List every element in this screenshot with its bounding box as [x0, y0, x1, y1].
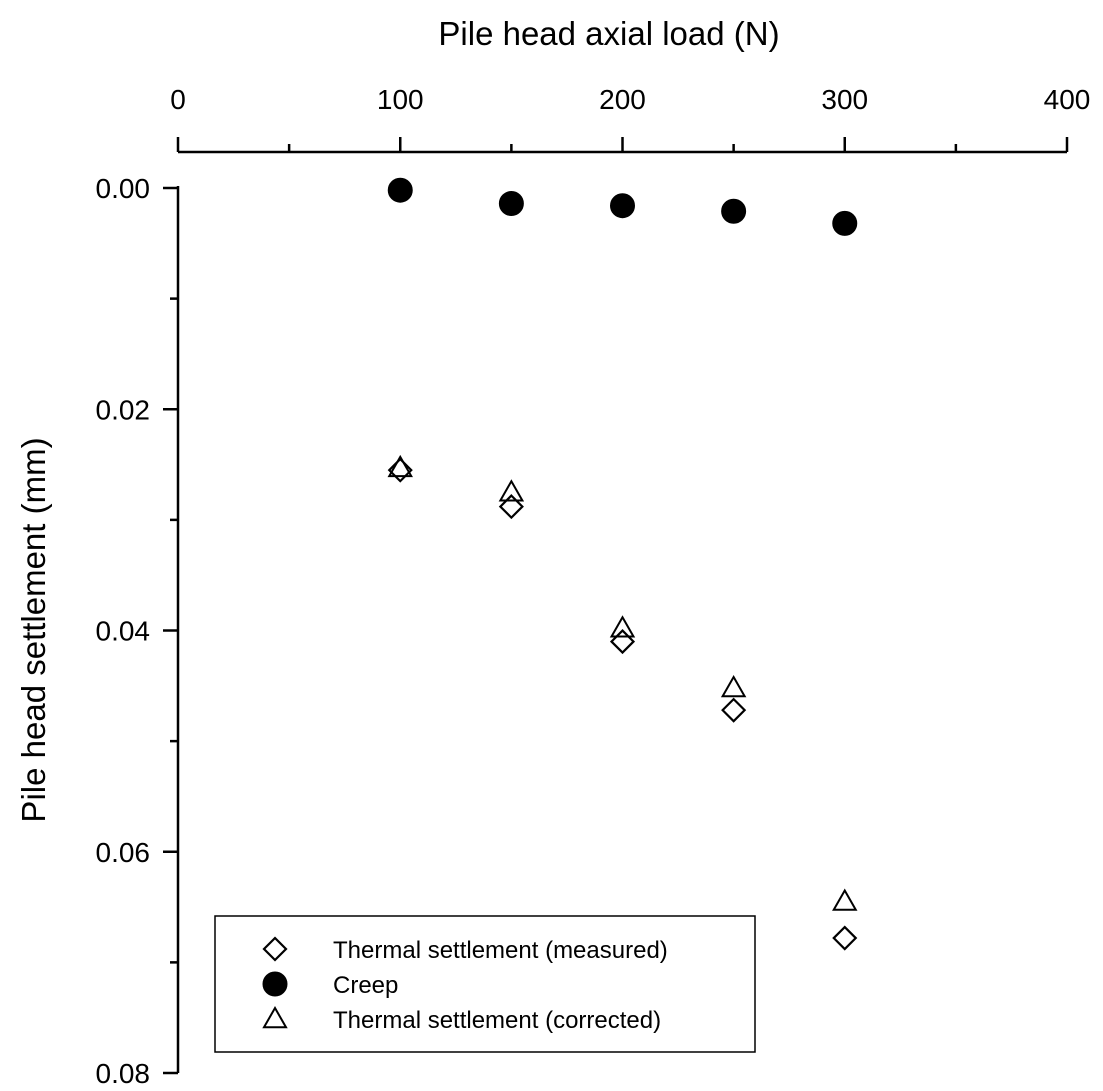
legend-box	[214, 915, 756, 1053]
measured-point	[721, 697, 747, 723]
x-axis-title: Pile head axial load (N)	[438, 15, 779, 52]
y-tick-label: 0.00	[96, 173, 151, 204]
corrected-point	[720, 675, 747, 698]
x-tick-label: 100	[377, 84, 424, 115]
x-ticks: 0 100 200 300 400	[170, 84, 1090, 152]
x-tick-label: 200	[599, 84, 646, 115]
creep-point	[387, 177, 413, 203]
legend-label: Thermal settlement (corrected)	[333, 1007, 661, 1034]
corrected-point	[498, 479, 525, 502]
corrected-point	[609, 615, 636, 638]
x-tick-label: 300	[821, 84, 868, 115]
legend-marker-triangle-open	[262, 1005, 288, 1029]
measured-point	[609, 629, 636, 655]
corrected-point	[832, 888, 858, 911]
legend: Thermal settlement (measured) Creep Therma…	[214, 915, 756, 1053]
y-tick-label: 0.08	[96, 1058, 151, 1089]
corrected-point	[387, 454, 413, 478]
creep-point	[721, 198, 747, 224]
creep-point	[610, 193, 635, 219]
x-tick-label: 400	[1044, 84, 1091, 115]
x-tick-label: 0	[170, 84, 186, 115]
creep-point	[832, 210, 858, 236]
y-tick-label: 0.06	[96, 837, 151, 868]
measured-point	[498, 494, 524, 520]
y-tick-label: 0.02	[96, 394, 151, 425]
measured-point	[832, 925, 858, 951]
y-ticks: 0.00 0.02 0.04 0.06 0.08	[96, 173, 178, 1089]
creep-point	[498, 190, 524, 216]
y-axis-title: Pile head settlement (mm)	[15, 437, 52, 822]
legend-marker-circle-filled	[262, 971, 288, 997]
legend-label: Creep	[333, 972, 398, 999]
legend-label: Thermal settlement (measured)	[333, 937, 668, 964]
legend-items: Thermal settlement (measured) Creep Therma…	[262, 936, 668, 1034]
data-points	[387, 177, 858, 951]
y-tick-label: 0.04	[96, 616, 151, 647]
legend-marker-diamond-open	[262, 936, 288, 962]
